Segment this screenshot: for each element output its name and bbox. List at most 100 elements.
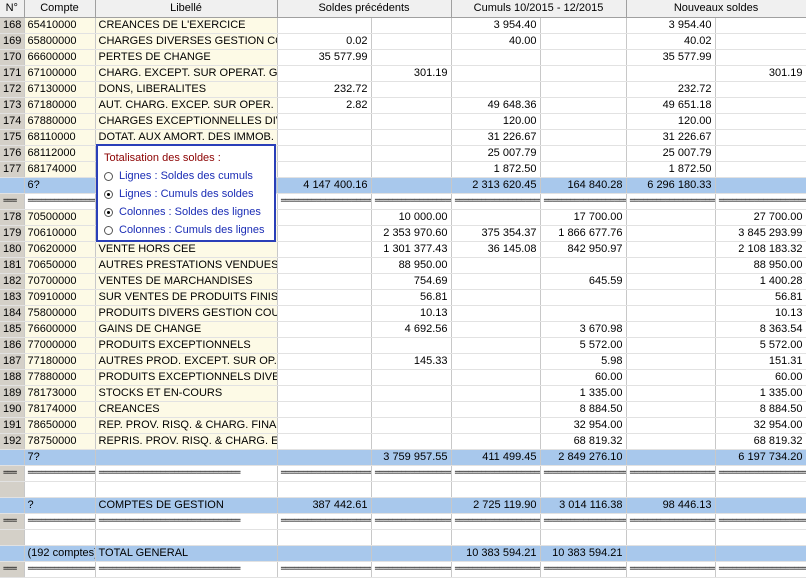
prev-credit: [371, 113, 452, 130]
prev-credit: ================================: [371, 561, 452, 578]
row-number: 190: [0, 401, 25, 418]
radio-columns-balance-of-rows[interactable]: [104, 207, 113, 217]
table-row[interactable]: 183 70910000 SUR VENTES DE PRODUITS FINIS 5…: [0, 289, 806, 306]
account-label: AUTRES PRESTATIONS VENDUES: [95, 257, 278, 274]
table-row[interactable]: 180 70620000 VENTE HORS CEE 1 301 377.43 36 …: [0, 241, 806, 258]
table-row[interactable]: 168 65410000 CREANCES DE L'EXERCICE 3 954.4…: [0, 17, 806, 34]
table-row[interactable]: 181 70650000 AUTRES PRESTATIONS VENDUES 88 …: [0, 257, 806, 274]
prev-credit: [371, 401, 452, 418]
prev-credit: [371, 145, 452, 162]
col-header-new-balances[interactable]: Nouveaux soldes: [626, 0, 806, 18]
table-row[interactable]: 182 70700000 VENTES DE MARCHANDISES 754.69 6…: [0, 273, 806, 290]
row-number: [0, 177, 25, 194]
period-debit: [451, 257, 541, 274]
totals-options-title: Totalisation des soldes :: [104, 152, 221, 164]
period-credit: 3 014 116.38: [540, 497, 627, 514]
radio-columns-totals-of-rows[interactable]: [104, 225, 113, 235]
col-header-account[interactable]: Compte: [24, 0, 96, 18]
prev-credit: [371, 433, 452, 450]
table-row[interactable]: 188 77880000 PRODUITS EXCEPTIONNELS DIVE 60…: [0, 369, 806, 386]
new-debit: 120.00: [626, 113, 716, 130]
new-debit: [626, 417, 716, 434]
prev-debit: [277, 321, 372, 338]
account-code: 77000000: [24, 337, 96, 354]
option-columns-balance-of-rows[interactable]: Colonnes : Soldes des lignes: [104, 203, 268, 221]
option-rows-totals-of-balances[interactable]: Lignes : Cumuls des soldes: [104, 185, 268, 203]
period-debit: [451, 321, 541, 338]
new-debit: [626, 529, 716, 546]
row-number: 181: [0, 257, 25, 274]
new-debit: 40.02: [626, 33, 716, 50]
total-row[interactable]: (192 comptes) TOTAL GENERAL 10 383 594.21 1…: [0, 545, 806, 562]
table-row[interactable]: 170 66600000 PERTES DE CHANGE 35 577.99 35 5…: [0, 49, 806, 66]
new-debit: [626, 449, 716, 466]
period-debit: [451, 481, 541, 498]
period-credit: 10 383 594.21: [540, 545, 627, 562]
prev-debit: [277, 129, 372, 146]
account-label: AUTRES PROD. EXCEPT. SUR OP.: [95, 353, 278, 370]
total-row[interactable]: ? COMPTES DE GESTION 387 442.61 2 725 119.9…: [0, 497, 806, 514]
col-header-label[interactable]: Libellé: [95, 0, 278, 18]
row-number: 187: [0, 353, 25, 370]
row-number: [0, 449, 25, 466]
table-row[interactable]: 186 77000000 PRODUITS EXCEPTIONNELS 5 572.0…: [0, 337, 806, 354]
table-row[interactable]: 173 67180000 AUT. CHARG. EXCEP. SUR OPER. …: [0, 97, 806, 114]
account-code: ?: [24, 497, 96, 514]
radio-rows-totals-of-balances[interactable]: [104, 189, 113, 199]
prev-credit: 301.19: [371, 65, 452, 82]
option-label: Lignes : Cumuls des soldes: [119, 188, 254, 200]
period-credit: [540, 289, 627, 306]
prev-credit: 56.81: [371, 289, 452, 306]
table-row[interactable]: 172 67130000 DONS, LIBERALITES 232.72 232.72: [0, 81, 806, 98]
new-debit: 49 651.18: [626, 97, 716, 114]
new-credit: ================================: [715, 193, 806, 210]
prev-debit: 232.72: [277, 81, 372, 98]
table-row[interactable]: 191 78650000 REP. PROV. RISQ. & CHARG. FIN…: [0, 417, 806, 434]
subtotal-row[interactable]: 7? 3 759 957.55 411 499.45 2 849 276.10 6 19…: [0, 449, 806, 466]
new-credit: 1 335.00: [715, 385, 806, 402]
col-header-previous-balances[interactable]: Soldes précédents: [277, 0, 452, 18]
new-debit: [626, 241, 716, 258]
table-row[interactable]: 190 78174000 CREANCES 8 884.50 8 884.50: [0, 401, 806, 418]
table-row[interactable]: 187 77180000 AUTRES PROD. EXCEPT. SUR OP. 1…: [0, 353, 806, 370]
col-header-period-totals[interactable]: Cumuls 10/2015 - 12/2015: [451, 0, 627, 18]
new-credit: 5 572.00: [715, 337, 806, 354]
period-debit: [451, 49, 541, 66]
col-header-number[interactable]: N°: [0, 0, 25, 18]
prev-debit: [277, 145, 372, 162]
table-row[interactable]: 174 67880000 CHARGES EXCEPTIONNELLES DIV 12…: [0, 113, 806, 130]
table-row[interactable]: 169 65800000 CHARGES DIVERSES GESTION CO 0.…: [0, 33, 806, 50]
prev-credit: 2 353 970.60: [371, 225, 452, 242]
prev-debit: 2.82: [277, 97, 372, 114]
new-debit: 6 296 180.33: [626, 177, 716, 194]
prev-debit: 4 147 400.16: [277, 177, 372, 194]
new-credit: [715, 481, 806, 498]
new-credit: [715, 113, 806, 130]
account-label: PERTES DE CHANGE: [95, 49, 278, 66]
option-columns-totals-of-rows[interactable]: Colonnes : Cumuls des lignes: [104, 221, 268, 239]
subtotal-row[interactable]: 6? 4 147 400.16 2 313 620.45 164 840.28 6 29…: [0, 177, 806, 194]
blank-row: [0, 529, 806, 546]
prev-credit: 88 950.00: [371, 257, 452, 274]
table-row[interactable]: 189 78173000 STOCKS ET EN-COURS 1 335.00 1 3…: [0, 385, 806, 402]
new-debit: [626, 481, 716, 498]
table-row[interactable]: 184 75800000 PRODUITS DIVERS GESTION COU 10…: [0, 305, 806, 322]
table-row[interactable]: 171 67100000 CHARG. EXCEPT. SUR OPERAT. G 3…: [0, 65, 806, 82]
prev-credit: [371, 369, 452, 386]
account-code: 70610000: [24, 225, 96, 242]
period-credit: 5 572.00: [540, 337, 627, 354]
table-row[interactable]: 185 76600000 GAINS DE CHANGE 4 692.56 3 670.…: [0, 321, 806, 338]
period-credit: [540, 49, 627, 66]
option-rows-balance-of-totals[interactable]: Lignes : Soldes des cumuls: [104, 167, 268, 185]
new-credit: [715, 145, 806, 162]
prev-debit: 35 577.99: [277, 49, 372, 66]
prev-credit: 1 301 377.43: [371, 241, 452, 258]
period-debit: 411 499.45: [451, 449, 541, 466]
row-number: 186: [0, 337, 25, 354]
radio-rows-balance-of-totals[interactable]: [104, 171, 113, 181]
option-label: Colonnes : Cumuls des lignes: [119, 224, 265, 236]
account-code: 78173000: [24, 385, 96, 402]
table-row[interactable]: 192 78750000 REPRIS. PROV. RISQ. & CHARG. …: [0, 433, 806, 450]
new-credit: 6 197 734.20: [715, 449, 806, 466]
